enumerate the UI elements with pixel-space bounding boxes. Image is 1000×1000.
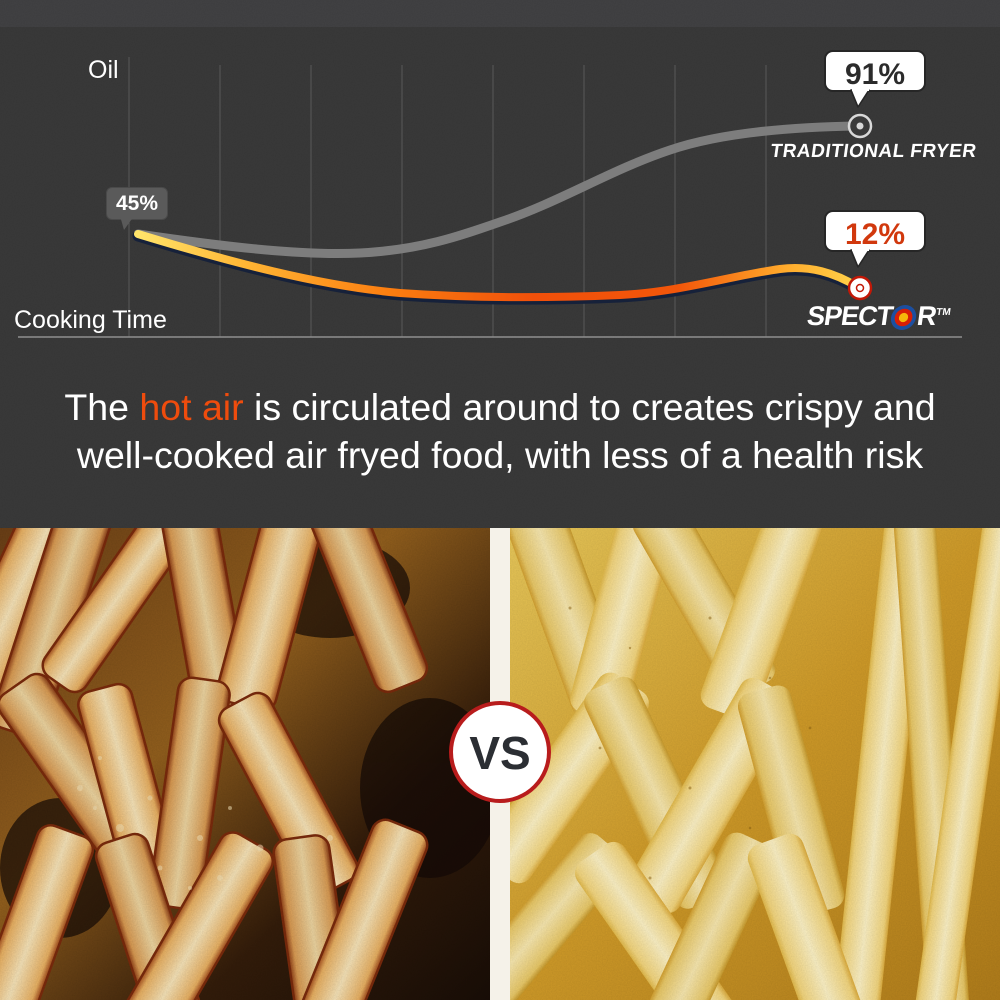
svg-text:VS: VS — [469, 727, 530, 779]
